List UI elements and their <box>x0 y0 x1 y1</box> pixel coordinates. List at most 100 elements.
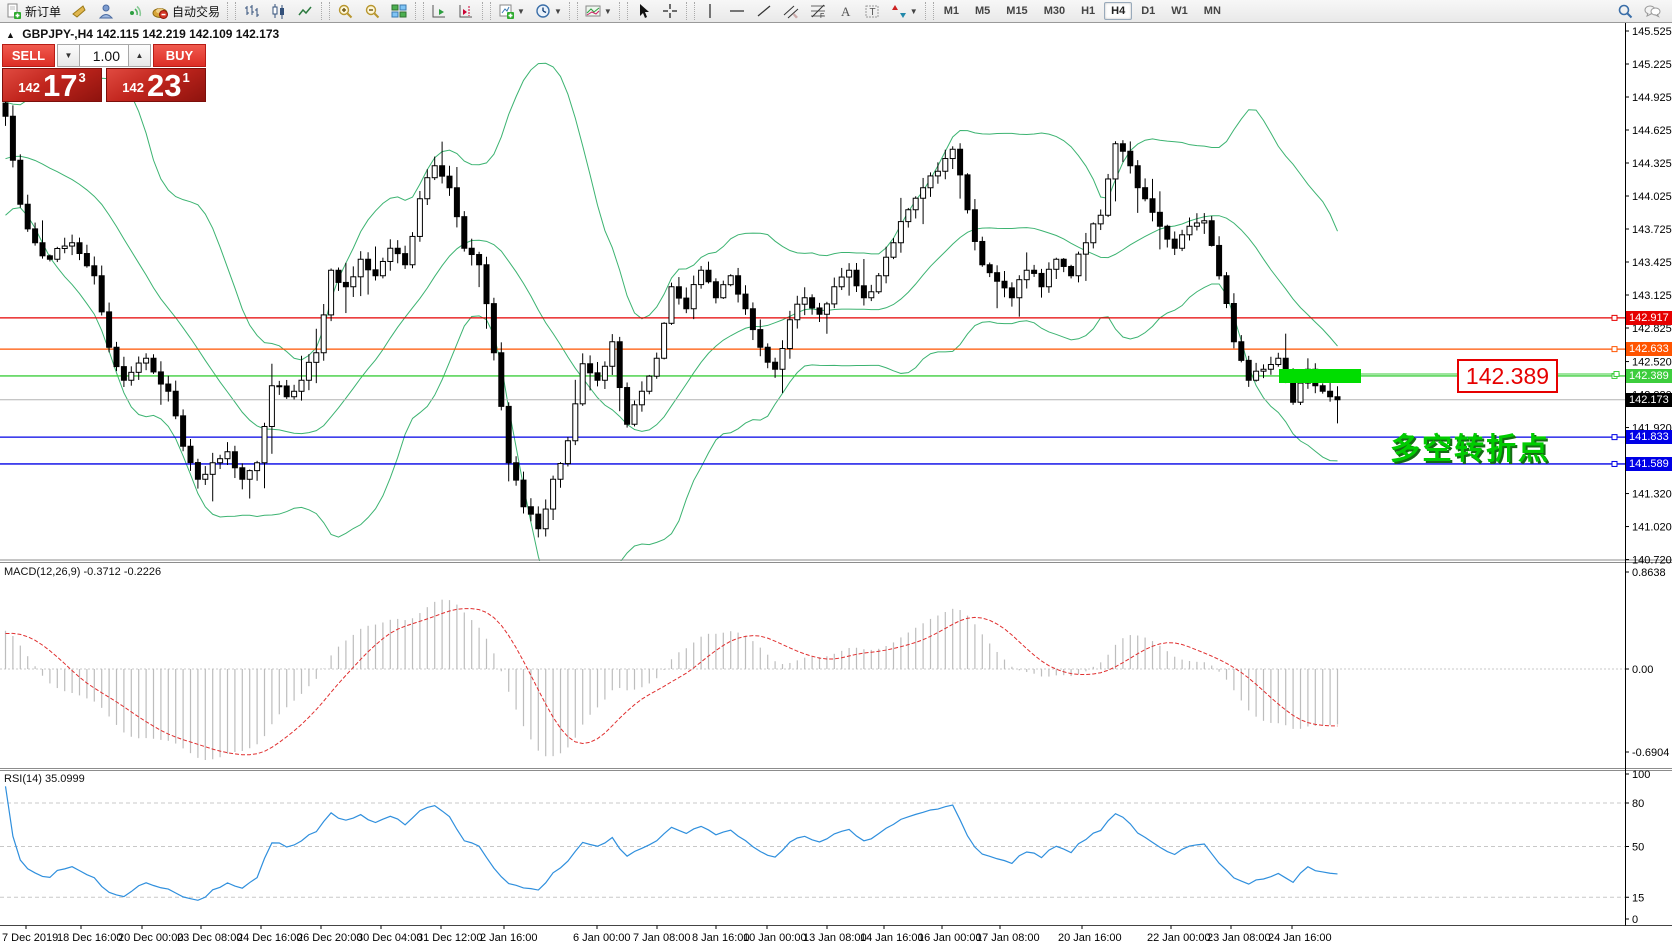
timeframe-w1-button[interactable]: W1 <box>1171 5 1188 17</box>
crosshair-button[interactable] <box>658 0 683 22</box>
autotrading-button[interactable]: 自动交易 <box>148 0 224 22</box>
bar-chart-icon <box>245 4 260 17</box>
equidistant-channel-button[interactable] <box>779 0 804 22</box>
vertical-line-button[interactable] <box>698 0 723 22</box>
new-order-label: 新订单 <box>25 4 62 19</box>
sell-price-prefix: 142 <box>18 80 40 95</box>
buy-button[interactable]: BUY <box>153 44 206 67</box>
svg-text:144.325: 144.325 <box>1632 158 1672 170</box>
trendline-icon <box>757 5 771 16</box>
horizontal-level-lines[interactable] <box>0 314 1625 467</box>
profiles-button[interactable] <box>67 0 92 22</box>
tile-windows-button[interactable] <box>387 0 412 22</box>
line-anchor-handle[interactable] <box>1611 434 1618 441</box>
new-chart-icon <box>499 4 515 19</box>
templates-button[interactable]: ▼ <box>581 0 616 22</box>
toolbar-separator <box>227 2 237 20</box>
bollinger-lower-band <box>5 207 1338 561</box>
period-selector-button[interactable]: ▼ <box>531 0 566 22</box>
line-anchor-handle[interactable] <box>1611 346 1618 353</box>
svg-text:145.225: 145.225 <box>1632 59 1672 71</box>
timeframe-m30-button[interactable]: M30 <box>1043 5 1066 17</box>
auto-scroll-button[interactable] <box>427 0 452 22</box>
svg-text:7 Jan 08:00: 7 Jan 08:00 <box>633 932 691 944</box>
price-callout-box[interactable]: 142.389 <box>1457 359 1558 393</box>
zoom-in-button[interactable] <box>333 0 358 22</box>
cursor-button[interactable] <box>631 0 656 22</box>
line-anchor-handle[interactable] <box>1611 460 1618 467</box>
chart-shift-button[interactable] <box>454 0 479 22</box>
level-price-label: 142.917 <box>1626 310 1672 325</box>
text-button[interactable]: A <box>833 0 858 22</box>
collapse-panel-icon[interactable]: ▲ <box>6 30 15 40</box>
level-price-label: 142.389 <box>1626 368 1672 383</box>
turning-point-annotation[interactable]: 多空转折点 <box>1390 433 1550 466</box>
svg-text:141.320: 141.320 <box>1632 489 1672 501</box>
line-anchor-handle[interactable] <box>1611 314 1618 321</box>
sell-price-big: 17 <box>42 68 78 103</box>
candlestick-chart-button[interactable] <box>266 0 291 22</box>
volume-decrease-button[interactable]: ▼ <box>57 44 80 67</box>
vline-icon <box>709 3 711 18</box>
person-icon <box>98 4 114 18</box>
chevron-down-icon[interactable]: ▼ <box>603 6 612 16</box>
market-watch-button[interactable] <box>94 0 119 22</box>
green-highlight-zone[interactable] <box>1279 369 1361 383</box>
svg-text:15: 15 <box>1632 892 1644 904</box>
new-chart-button[interactable]: ▼ <box>494 0 529 22</box>
chat-button[interactable] <box>1640 0 1665 22</box>
line-chart-button[interactable] <box>293 0 318 22</box>
svg-text:14 Jan 16:00: 14 Jan 16:00 <box>860 932 924 944</box>
chevron-down-icon[interactable]: ▼ <box>553 6 562 16</box>
search-button[interactable] <box>1613 0 1638 22</box>
horizontal-line-button[interactable] <box>725 0 750 22</box>
svg-text:26 Dec 20:00: 26 Dec 20:00 <box>297 932 362 944</box>
symbol-period-label: GBPJPY-,H4 <box>22 27 93 41</box>
timeframe-m1-button[interactable]: M1 <box>943 5 959 17</box>
timeframe-mn-button[interactable]: MN <box>1203 5 1221 17</box>
autotrading-icon <box>152 7 169 19</box>
timeframe-m15-button[interactable]: M15 <box>1006 5 1028 17</box>
bar-chart-button[interactable] <box>239 0 264 22</box>
chevron-down-icon[interactable]: ▼ <box>517 6 525 16</box>
macd-pane[interactable] <box>0 599 1625 760</box>
signals-button[interactable] <box>121 0 146 22</box>
svg-text:0: 0 <box>1632 914 1638 926</box>
timeframe-d1-button[interactable]: D1 <box>1141 5 1156 17</box>
fibonacci-button[interactable]: F <box>806 0 831 22</box>
svg-text:16 Jan 00:00: 16 Jan 00:00 <box>918 932 982 944</box>
buy-price-box[interactable]: 142 23 1 <box>106 68 206 102</box>
gold-arrow-icon <box>72 4 86 18</box>
timeframe-h1-button[interactable]: H1 <box>1081 5 1096 17</box>
price-axis[interactable]: 145.525 145.225 144.925 144.625 144.325 144.0… <box>1625 26 1672 926</box>
arrows-button[interactable]: ▼ <box>887 0 922 22</box>
volume-spinner: ▼ 1.00 ▲ <box>57 44 151 67</box>
chevron-down-icon[interactable]: ▼ <box>909 6 918 16</box>
zoom-out-button[interactable] <box>360 0 385 22</box>
trendline-button[interactable] <box>752 0 777 22</box>
channel-icon <box>783 5 799 18</box>
svg-text:-0.6904: -0.6904 <box>1632 747 1669 759</box>
zoom-out-icon <box>365 4 380 18</box>
bollinger-middle-band <box>5 155 1338 435</box>
timeframe-m5-button[interactable]: M5 <box>975 5 991 17</box>
sell-button[interactable]: SELL <box>2 44 55 67</box>
svg-text:8 Jan 16:00: 8 Jan 16:00 <box>692 932 750 944</box>
candlestick-series <box>2 93 1341 538</box>
svg-text:143.725: 143.725 <box>1632 224 1672 236</box>
main-toolbar: 新订单 自动交易 ▼ ▼ ▼ F A T ▼ M1 M5 M15 M30 H1 H4 D1 W1 MN <box>0 0 1672 23</box>
volume-input[interactable]: 1.00 <box>80 44 128 67</box>
rsi-pane[interactable] <box>0 786 1625 901</box>
svg-text:0.00: 0.00 <box>1632 664 1653 676</box>
timeframe-h4-button[interactable]: H4 <box>1104 2 1133 20</box>
volume-increase-button[interactable]: ▲ <box>128 44 151 67</box>
new-order-button[interactable]: 新订单 <box>1 0 65 22</box>
main-price-pane[interactable] <box>0 62 1625 619</box>
sell-price-box[interactable]: 142 17 3 <box>2 68 102 102</box>
callout-anchor-handle[interactable] <box>1613 371 1620 377</box>
arrows-icon <box>891 4 906 18</box>
text-label-button[interactable]: T <box>860 0 885 22</box>
svg-text:10 Jan 00:00: 10 Jan 00:00 <box>743 932 807 944</box>
